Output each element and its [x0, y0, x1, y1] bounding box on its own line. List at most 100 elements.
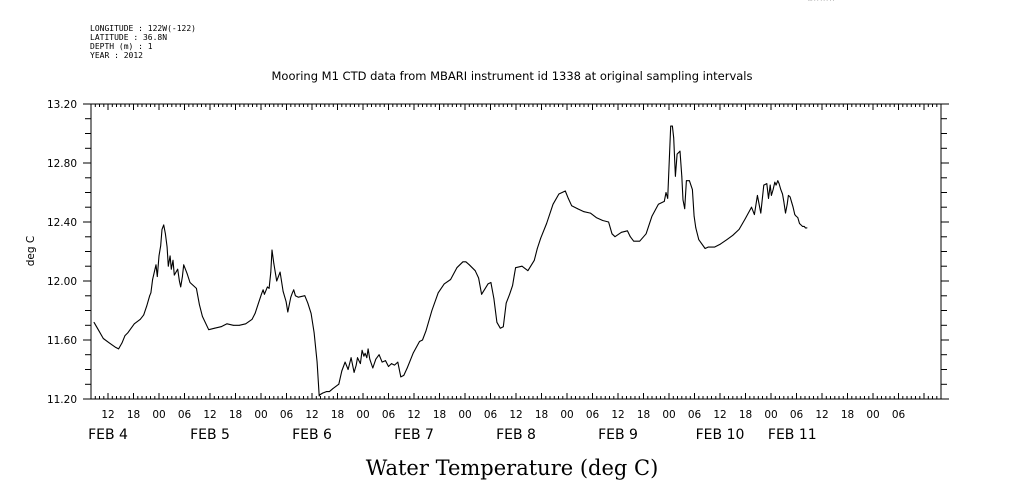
x-tick-label: 12: [305, 409, 318, 421]
series-point: [357, 357, 358, 359]
series-point: [786, 203, 788, 205]
series-point: [133, 323, 135, 325]
x-tick-label: 12: [101, 409, 114, 421]
x-tick-label: 12: [509, 409, 522, 421]
series-point: [149, 295, 151, 297]
series-point: [307, 302, 309, 304]
series-point: [684, 208, 686, 210]
series-point: [409, 360, 411, 361]
series-point: [177, 268, 179, 270]
series-point: [744, 218, 746, 220]
y-tick-label: 12.40: [47, 217, 77, 229]
series-point: [344, 361, 346, 363]
series-point: [319, 394, 321, 395]
series-point: [583, 211, 585, 213]
series-point: [689, 180, 690, 182]
series-point: [672, 125, 673, 127]
series-point: [406, 367, 408, 369]
x-tick-label: 06: [586, 409, 600, 421]
series-point: [214, 327, 216, 329]
series-point: [777, 180, 779, 182]
series-point: [290, 296, 292, 298]
x-date-label: FEB 8: [496, 427, 536, 443]
series-point: [670, 125, 672, 127]
series-point: [799, 223, 800, 224]
x-tick-label: 06: [178, 409, 192, 421]
series-point: [186, 273, 188, 274]
series-point: [533, 259, 535, 261]
series-point: [271, 249, 273, 251]
series-point: [257, 304, 259, 305]
series-point: [695, 227, 697, 229]
meta-year: YEAR : 2012: [90, 51, 143, 60]
series-point: [627, 230, 628, 232]
series-point: [369, 358, 371, 360]
series-point: [279, 271, 281, 273]
series-point: [527, 270, 529, 272]
series-point: [769, 184, 771, 186]
series-point: [567, 198, 569, 199]
series-point: [564, 190, 566, 192]
series-point: [774, 181, 776, 183]
series-point: [431, 310, 433, 311]
series-point: [673, 137, 675, 139]
series-point: [156, 276, 158, 277]
meta-depth: DEPTH (m) : 1: [90, 42, 153, 51]
series-point: [93, 321, 95, 323]
series-point: [166, 246, 168, 248]
x-tick-label: 18: [637, 409, 650, 421]
y-tick-label: 11.20: [47, 394, 77, 406]
series-point: [698, 239, 700, 241]
series-point: [293, 289, 295, 291]
header-meta: LONGITUDE : 122W(-122) LATITUDE : 36.8N …: [90, 24, 196, 60]
series-point: [462, 261, 464, 263]
series-point: [794, 214, 796, 216]
series-point: [375, 358, 377, 360]
series-point: [456, 267, 458, 269]
series-point: [546, 223, 547, 224]
series-point: [704, 248, 706, 249]
series-point: [397, 361, 399, 363]
series-point: [490, 282, 492, 283]
series-point: [292, 292, 293, 294]
series-point: [788, 195, 789, 196]
series-point: [152, 279, 154, 280]
series-point: [760, 212, 762, 214]
series-point: [766, 183, 768, 185]
series-point: [238, 324, 240, 326]
x-date-label: FEB 5: [190, 427, 230, 443]
series-point: [310, 313, 312, 314]
series-point: [676, 153, 678, 155]
meta-longitude: LONGITUDE : 122W(-122): [90, 24, 196, 33]
series-point: [422, 339, 423, 341]
series-point: [143, 314, 145, 316]
series-point: [675, 175, 676, 177]
series-point: [732, 234, 734, 236]
series-point: [571, 205, 573, 207]
series-point: [183, 264, 185, 266]
series-point: [771, 195, 772, 196]
series-point: [165, 233, 166, 235]
x-tick-label: 18: [841, 409, 854, 421]
series-point: [220, 326, 222, 328]
series-point: [693, 215, 695, 217]
series-point: [478, 277, 479, 279]
series-point: [714, 246, 715, 248]
y-tick-label: 12.00: [47, 276, 77, 288]
series-point: [102, 338, 104, 339]
x-tick-label: 06: [688, 409, 702, 421]
series-point: [182, 276, 183, 277]
x-tick-label: 00: [254, 409, 267, 421]
series-point: [751, 206, 752, 208]
series-point: [663, 201, 665, 202]
series-point: [785, 212, 786, 214]
x-tick-label: 18: [535, 409, 548, 421]
series-point: [493, 298, 495, 300]
meta-latitude: LATITUDE : 36.8N: [90, 33, 167, 42]
series-point: [118, 348, 119, 350]
x-date-label: FEB 10: [696, 427, 745, 443]
series-point: [496, 321, 498, 323]
series-point: [437, 292, 439, 294]
series-point: [412, 352, 414, 354]
series-point: [590, 212, 591, 214]
